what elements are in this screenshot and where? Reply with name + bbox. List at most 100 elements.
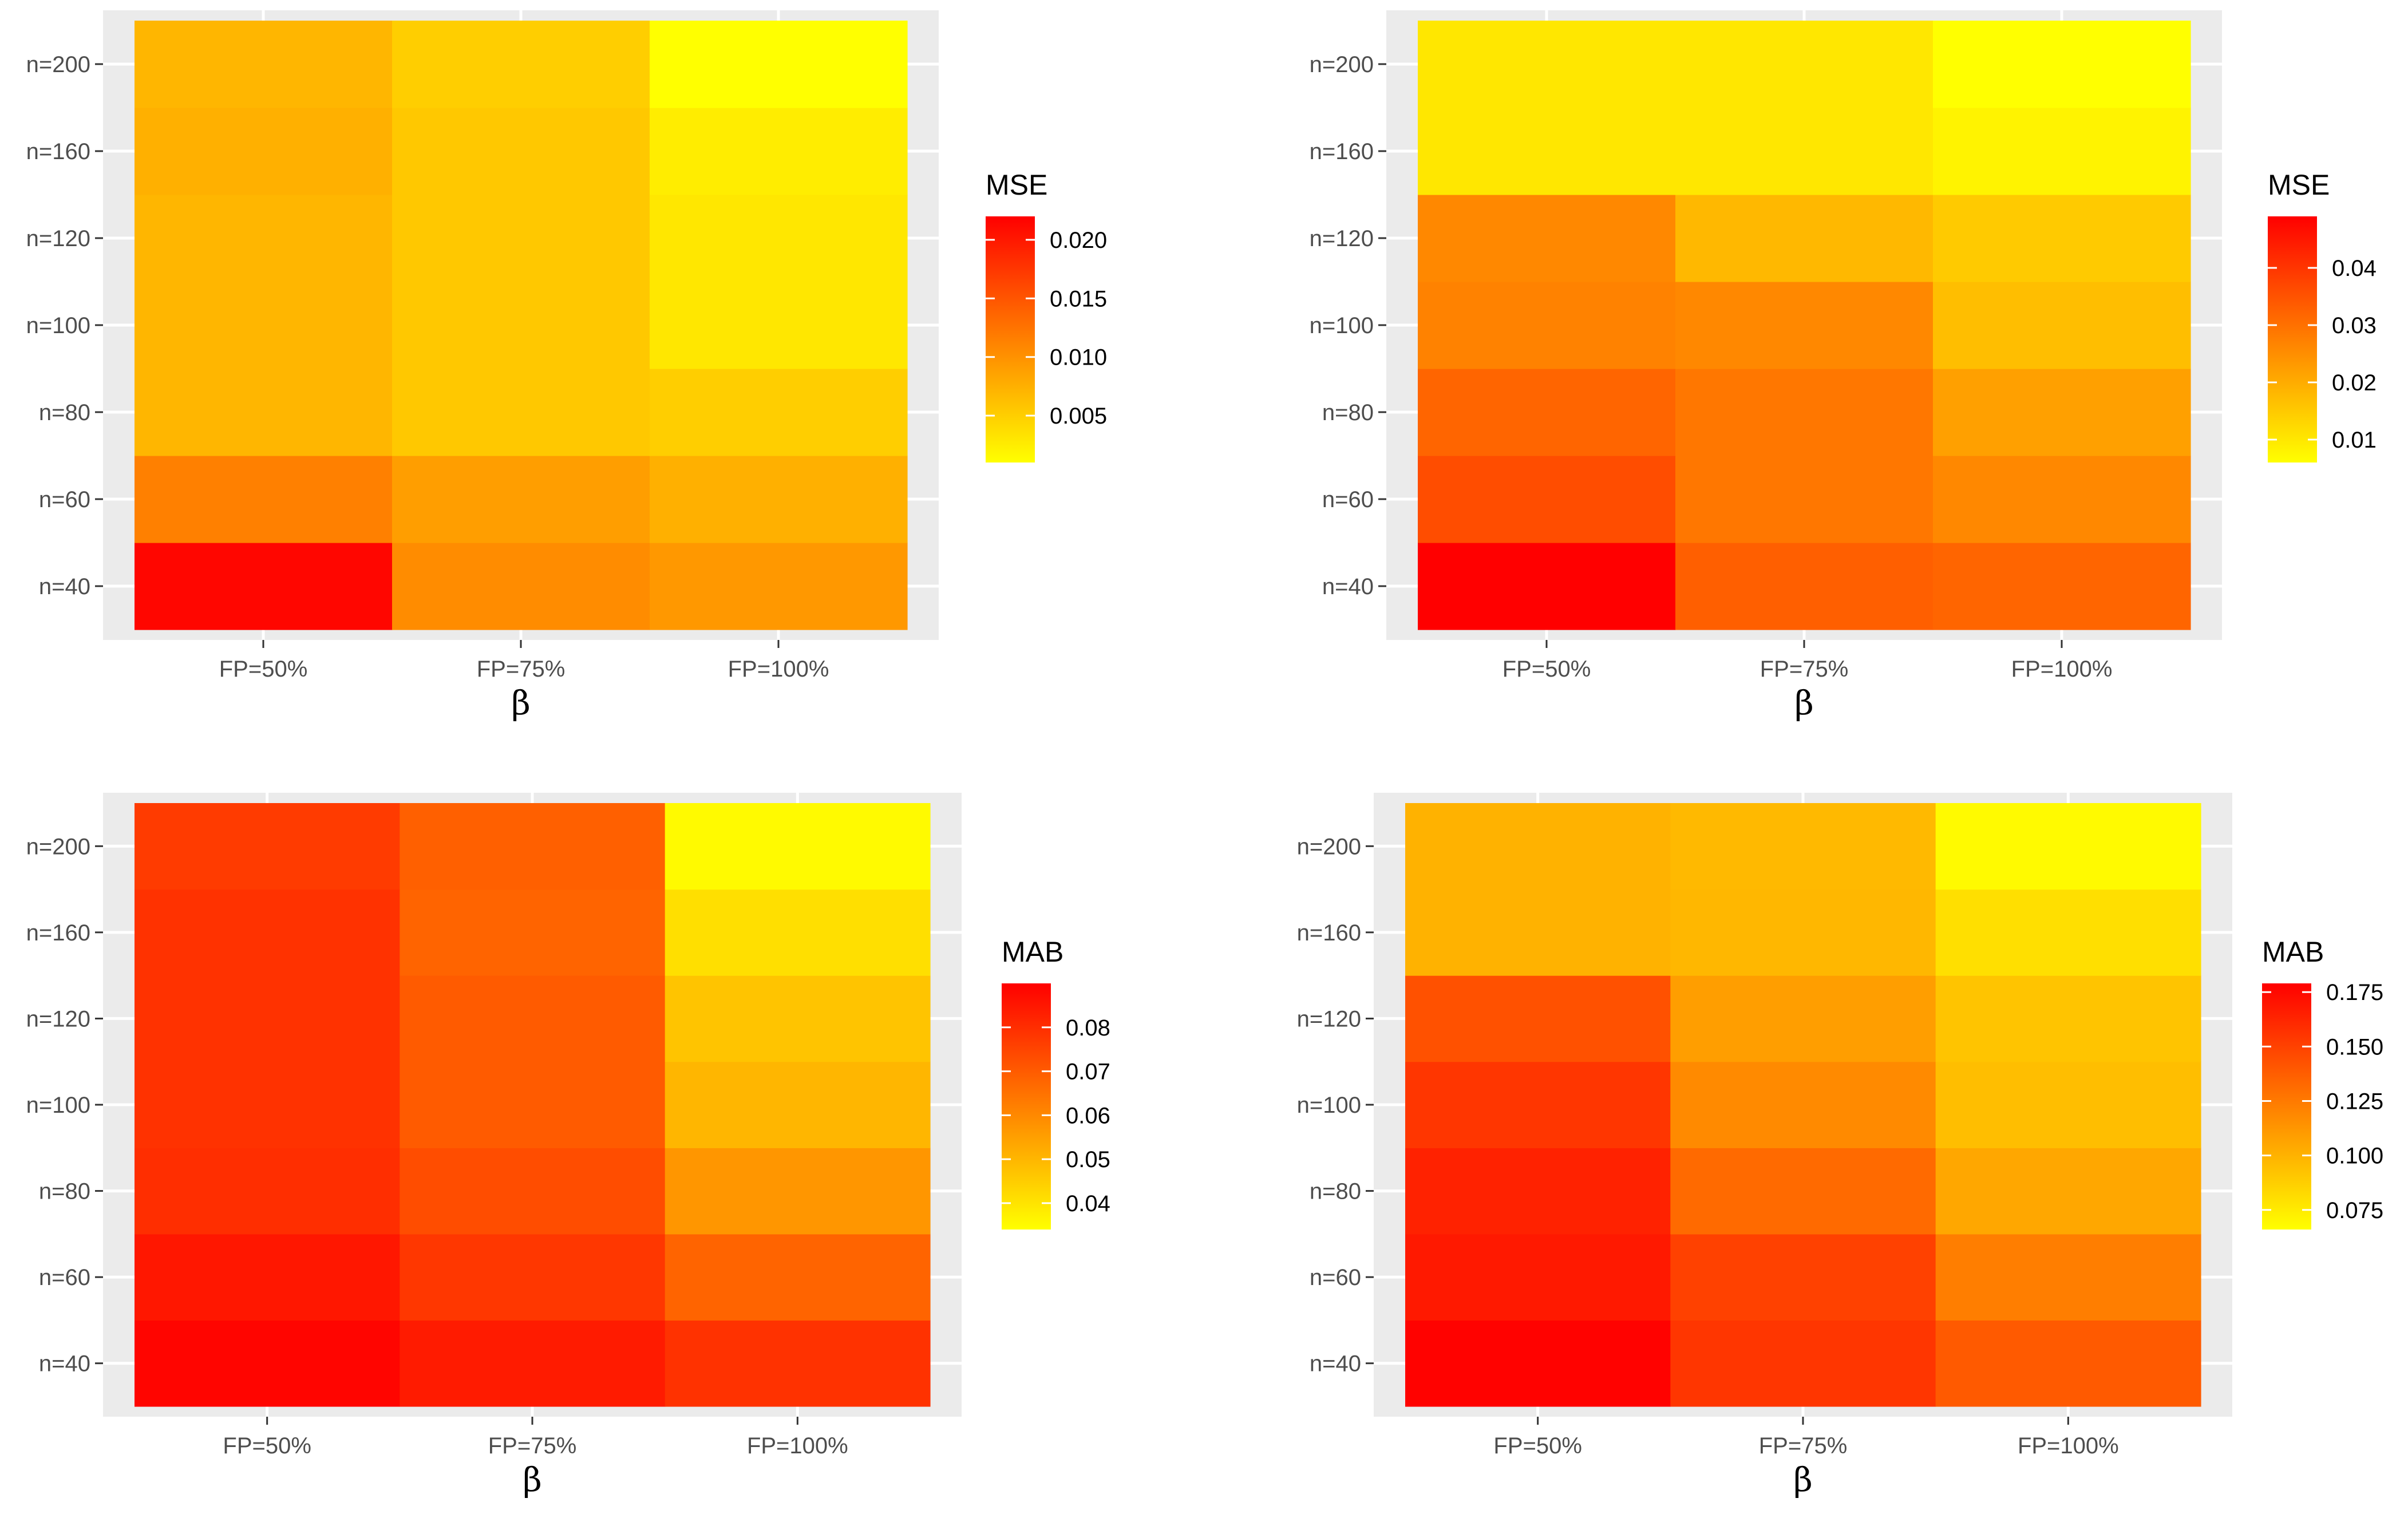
y-tick-label: n=160 <box>26 139 90 164</box>
heatmap-cell <box>665 975 931 1062</box>
color-legend: MSE 0.04 0.03 0.02 0.01 <box>2268 169 2377 462</box>
y-tick-label: n=160 <box>26 920 90 946</box>
heatmap-cell <box>1670 889 1936 976</box>
y-tick-label: n=80 <box>39 400 90 425</box>
y-tick-label: n=200 <box>1310 52 1374 77</box>
heatmap-cell <box>1675 195 1933 282</box>
heatmap-cell <box>392 108 650 195</box>
heatmap-panel-4: n=40 n=60 n=80 n=100 n=120 n=160 n=200 FP=50% FP… <box>1297 793 2383 1499</box>
heatmap-cell <box>400 889 666 976</box>
heatmap-cell <box>650 21 908 108</box>
heatmap-cell <box>1670 1320 1936 1407</box>
legend-tick-label: 0.01 <box>2332 428 2377 453</box>
y-tick-label: n=60 <box>1322 487 1374 512</box>
heatmap-cell <box>665 803 931 890</box>
legend-colorbar <box>2262 983 2311 1230</box>
legend-tick-label: 0.150 <box>2326 1034 2383 1060</box>
y-tick-label: n=120 <box>1310 226 1374 251</box>
heatmap-panel-3: n=40 n=60 n=80 n=100 n=120 n=160 n=200 FP=50% FP… <box>26 793 1110 1499</box>
heatmap-cell <box>135 889 400 976</box>
heatmap-cell <box>1933 21 2191 108</box>
heatmap-cell <box>650 456 908 543</box>
x-tick-label: FP=75% <box>477 657 566 682</box>
heatmap-cell <box>135 456 393 543</box>
heatmap-cell <box>1670 1234 1936 1321</box>
heatmap-cell <box>400 975 666 1062</box>
heatmap-cell <box>1935 803 2201 890</box>
heatmap-cell <box>1405 803 1671 890</box>
y-tick-label: n=100 <box>1297 1093 1361 1118</box>
heatmap-cell <box>1418 195 1676 282</box>
heatmap-cell <box>665 1320 931 1407</box>
y-tick-label: n=40 <box>39 574 90 599</box>
heatmap-cell <box>135 803 400 890</box>
heatmap-cell <box>1418 456 1676 543</box>
x-tick-label: FP=50% <box>219 657 308 682</box>
heatmap-cell <box>650 543 908 630</box>
x-tick-label: FP=75% <box>488 1433 577 1458</box>
heatmap-cell <box>400 1320 666 1407</box>
legend-tick-label: 0.08 <box>1066 1015 1110 1041</box>
legend-colorbar <box>986 216 1035 462</box>
legend-tick-label: 0.175 <box>2326 980 2383 1005</box>
x-tick-label: FP=75% <box>1760 657 1849 682</box>
y-tick-label: n=100 <box>26 313 90 338</box>
heatmap-cell <box>135 21 393 108</box>
heatmap-cell <box>400 1234 666 1321</box>
heatmap-cell <box>1675 21 1933 108</box>
y-tick-label: n=120 <box>26 226 90 251</box>
heatmap-panel-2: n=40 n=60 n=80 n=100 n=120 n=160 n=200 FP=50% FP… <box>1310 10 2377 722</box>
y-tick-label: n=80 <box>1310 1179 1361 1204</box>
heatmap-cell <box>392 456 650 543</box>
heatmap-cell <box>1933 369 2191 456</box>
x-tick-label: FP=50% <box>1493 1433 1582 1458</box>
heatmap-cell <box>1418 21 1676 108</box>
heatmap-cell <box>1405 889 1671 976</box>
heatmap-cell <box>1935 975 2201 1062</box>
x-tick-label: FP=75% <box>1759 1433 1848 1458</box>
y-tick-label: n=200 <box>26 834 90 859</box>
heatmap-cell <box>650 108 908 195</box>
heatmap-cell <box>1935 1234 2201 1321</box>
legend-tick-label: 0.100 <box>2326 1144 2383 1169</box>
color-legend: MSE 0.020 0.015 0.010 0.005 <box>986 169 1107 462</box>
legend-tick-label: 0.05 <box>1066 1147 1110 1172</box>
heatmap-cell <box>135 282 393 369</box>
legend-title: MAB <box>1002 936 1063 968</box>
y-tick-label: n=40 <box>1322 574 1374 599</box>
heatmap-cell <box>1405 1234 1671 1321</box>
heatmap-cell <box>1418 543 1676 630</box>
legend-tick-label: 0.04 <box>1066 1191 1110 1216</box>
heatmap-cell <box>1935 1320 2201 1407</box>
heatmap-cell <box>1418 369 1676 456</box>
heatmap-cell <box>665 889 931 976</box>
y-tick-label: n=160 <box>1297 920 1361 946</box>
heatmap-cell <box>400 803 666 890</box>
y-tick-label: n=40 <box>1310 1351 1361 1377</box>
heatmap-cell <box>135 369 393 456</box>
heatmap-cell <box>1933 195 2191 282</box>
y-tick-label: n=100 <box>26 1093 90 1118</box>
heatmap-cell <box>1933 108 2191 195</box>
legend-title: MSE <box>2268 169 2330 201</box>
heatmap-cell <box>650 282 908 369</box>
x-tick-label: FP=100% <box>2018 1433 2119 1458</box>
heatmap-cell <box>665 1061 931 1148</box>
heatmap-cell <box>392 195 650 282</box>
y-tick-label: n=40 <box>39 1351 90 1377</box>
x-tick-label: FP=50% <box>223 1433 311 1458</box>
heatmap-cell <box>392 21 650 108</box>
heatmap-cell <box>135 1148 400 1235</box>
legend-tick-label: 0.02 <box>2332 370 2377 396</box>
heatmap-cell <box>1935 1148 2201 1235</box>
legend-tick-label: 0.125 <box>2326 1089 2383 1114</box>
legend-title: MSE <box>986 169 1047 201</box>
heatmap-cell <box>400 1148 666 1235</box>
x-tick-label: FP=100% <box>728 657 829 682</box>
x-axis-title: β <box>1793 1460 1813 1499</box>
heatmap-cell <box>135 108 393 195</box>
heatmap-cell <box>392 543 650 630</box>
y-tick-label: n=200 <box>1297 834 1361 859</box>
heatmap-cell <box>1933 456 2191 543</box>
